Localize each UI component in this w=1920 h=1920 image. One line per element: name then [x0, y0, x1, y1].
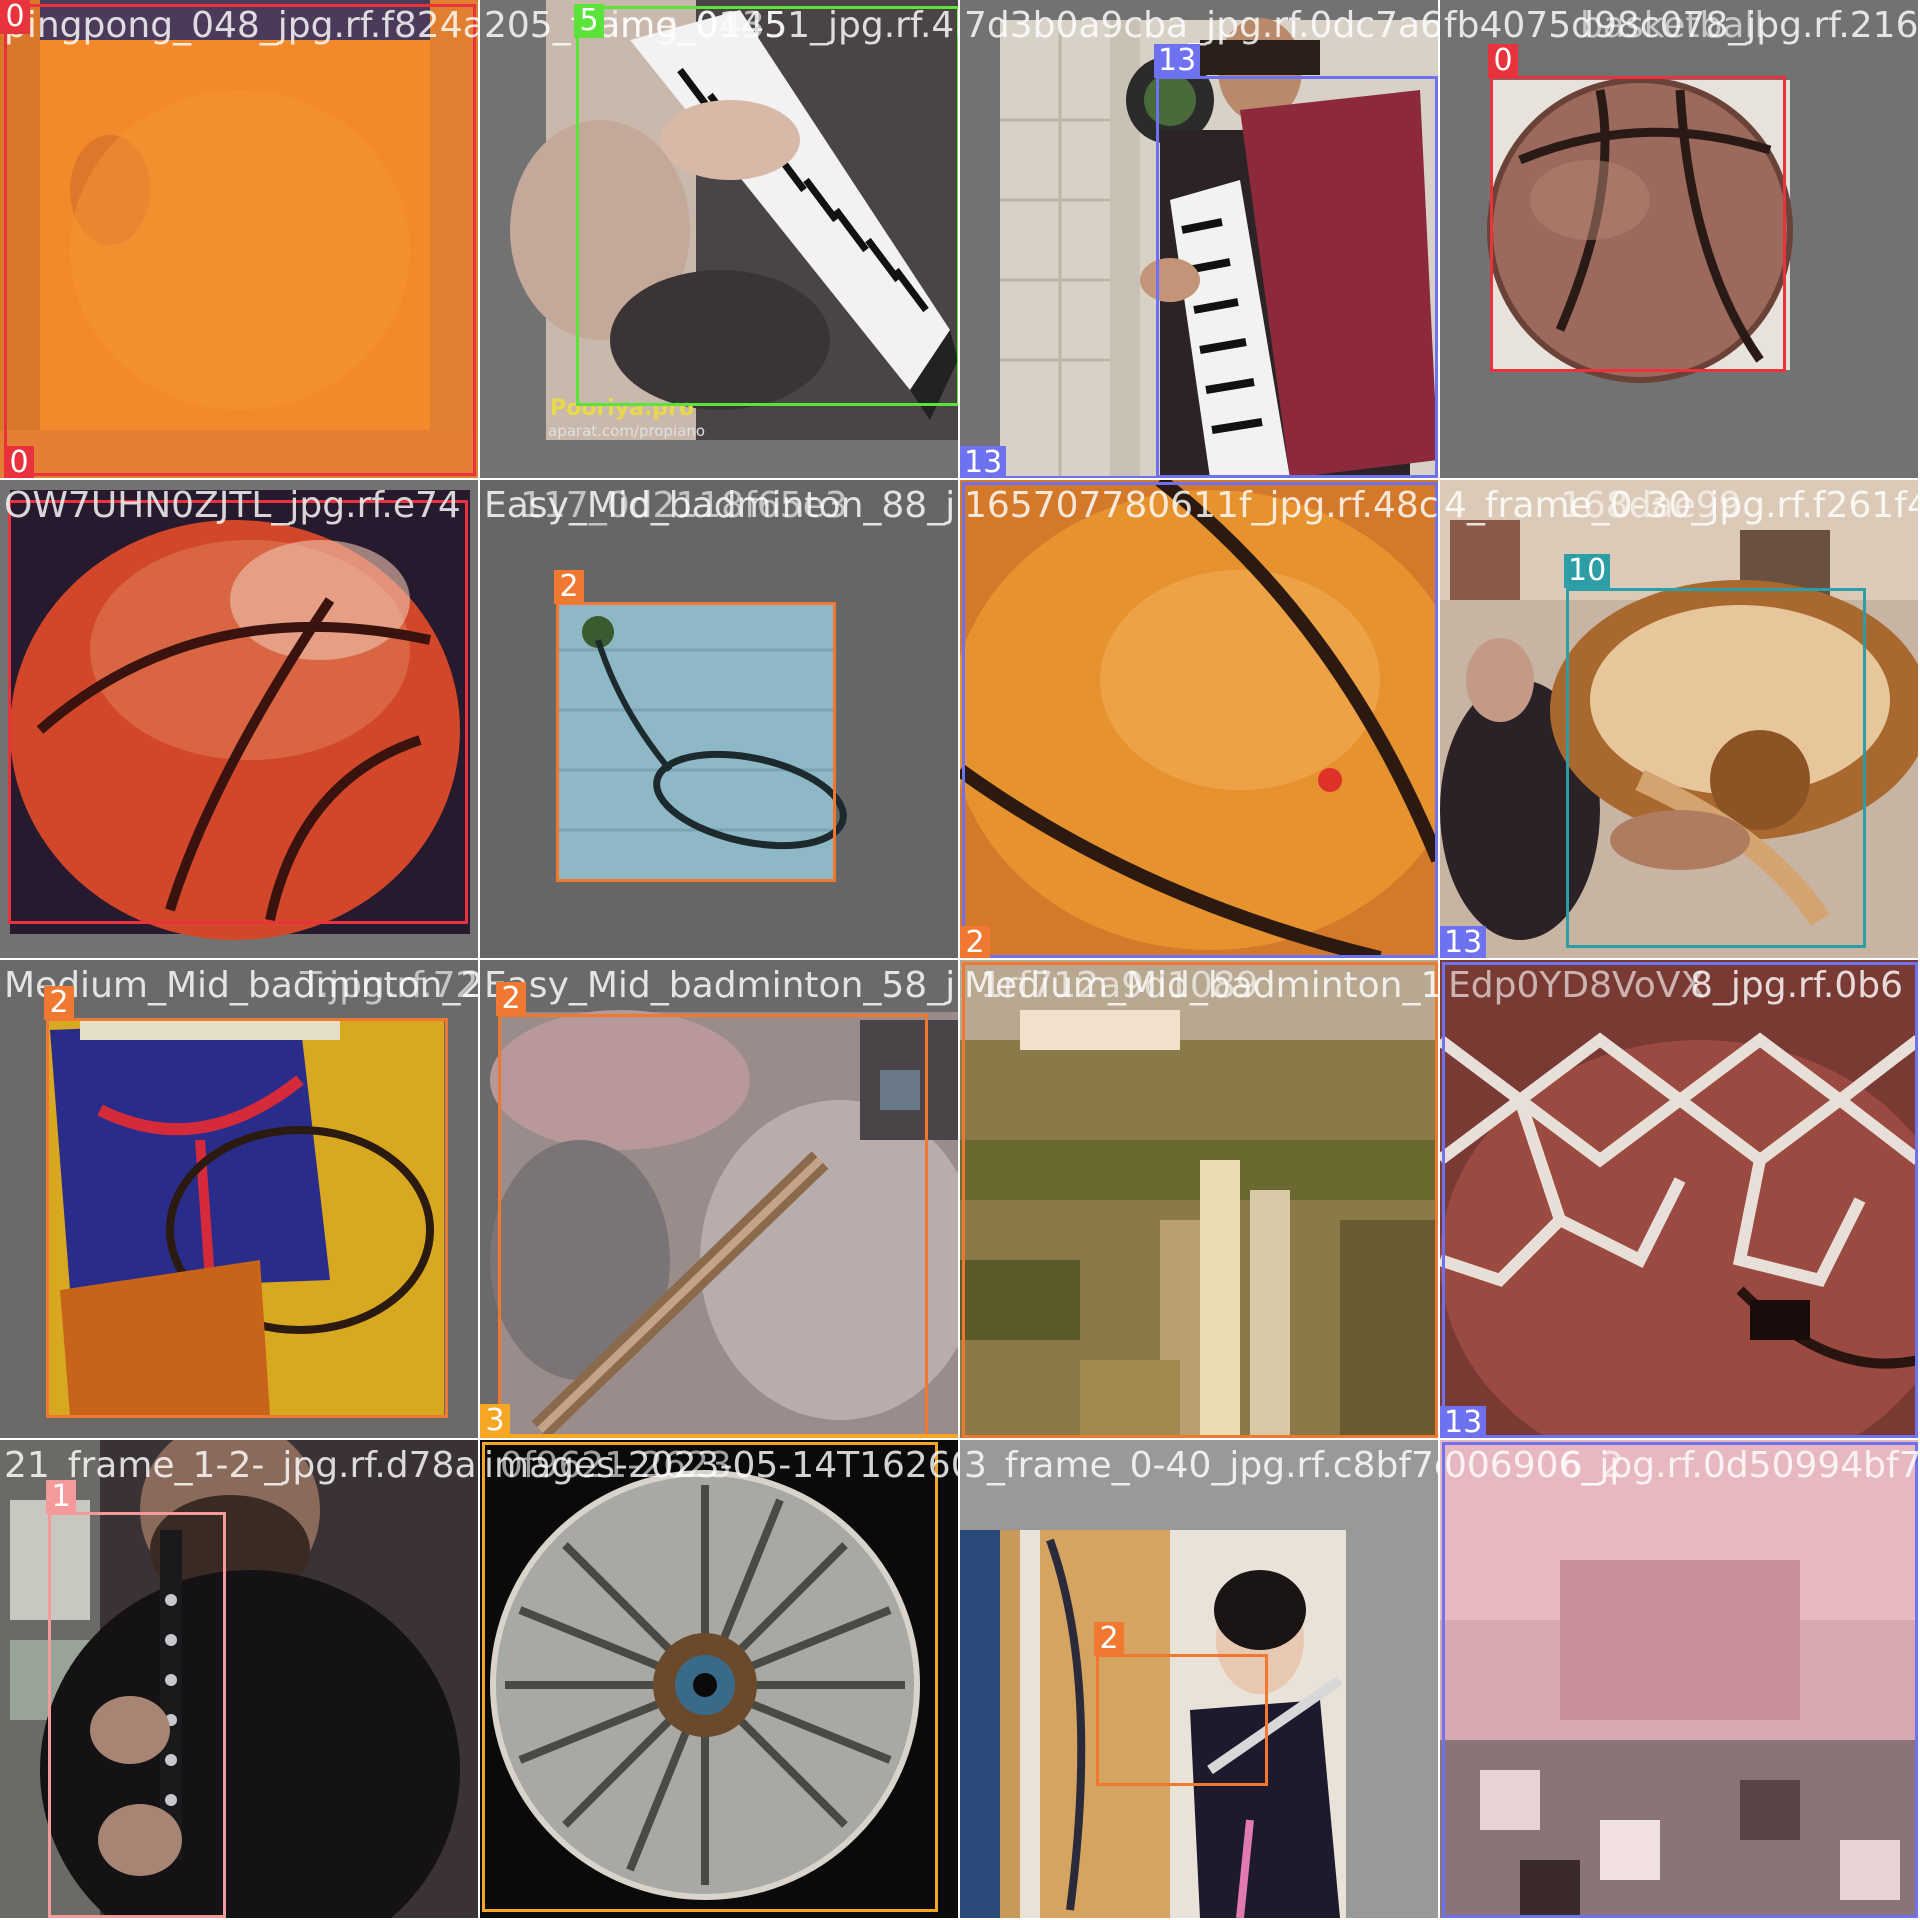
box-label: 13	[960, 446, 1007, 478]
bounding-box	[1096, 1654, 1268, 1786]
bounding-box	[46, 1018, 448, 1418]
tile-badminton-hand: 2 3 Easy_Mid_badminton_58_jpg	[480, 960, 958, 1438]
pink-pixelated-image	[1440, 1440, 1918, 1918]
tile-badminton-racket: 2 Easy_Mid_badminton_88_jpg 117_0d2118f6…	[480, 480, 958, 958]
box-label: 13	[1440, 926, 1487, 958]
drum-image	[480, 1440, 958, 1918]
box-label: 13	[1440, 1406, 1487, 1438]
badminton-noisy-image	[0, 960, 478, 1438]
tile-drum: images-2023-05-14T162600 0f9621-2623	[480, 1440, 958, 1918]
tile-badminton-noisy: 2 Medium_Mid_badminton_22 T.jpg.rf.721bc…	[0, 960, 478, 1438]
bounding-box	[1566, 588, 1866, 948]
tile-badminton-pixelated: Medium_Mid_badminton_128 1rf712a9d1089	[960, 960, 1438, 1438]
tile-flute: 2 3_frame_0-40_jpg.rf.c8bf7e5	[960, 1440, 1438, 1918]
box-label: 2	[960, 926, 990, 958]
clarinet-player-image	[0, 1440, 478, 1918]
bounding-box	[1490, 76, 1786, 372]
basketball-image	[1440, 0, 1918, 478]
watermark-name: Pooriya.pro	[550, 396, 694, 421]
bounding-box	[962, 482, 1438, 958]
box-label: 10	[1564, 554, 1611, 588]
tuba-player-image	[1440, 480, 1918, 958]
tile-piano: Pooriya.pro aparat.com/propiano 5 205_fr…	[480, 0, 958, 478]
box-label: 1	[46, 1480, 76, 1514]
tile-clarinet: 1 21_frame_1-2-_jpg.rf.d78a7	[0, 1440, 478, 1918]
watermark-site: aparat.com/propiano	[548, 422, 706, 440]
bounding-box	[480, 1434, 958, 1438]
tile-pink-pixelated: 006906_jpg.rf.0d50994bf72 6_2	[1440, 1440, 1918, 1918]
box-label: 0	[1488, 44, 1518, 78]
tile-tuba: 10 13 4_frame_0-30_jpg.rf.f261f4 168dae9…	[1440, 480, 1918, 958]
orange-ball-texture-image	[960, 480, 1438, 958]
basketball-net-image	[1440, 960, 1918, 1438]
bounding-box	[576, 6, 958, 406]
bounding-box	[4, 4, 476, 476]
box-label: 2	[554, 570, 584, 604]
badminton-hand-image	[480, 960, 958, 1438]
box-label: 2	[1094, 1622, 1124, 1656]
bounding-box	[482, 1442, 938, 1912]
bounding-box	[556, 602, 836, 882]
box-label: 2	[44, 986, 74, 1020]
bounding-box	[498, 1014, 928, 1438]
accordion-player-image	[960, 0, 1438, 478]
tile-basketball-closeup: OW7UHN0ZJTL_jpg.rf.e74	[0, 480, 478, 958]
flute-player-image	[960, 1440, 1438, 1918]
bounding-box	[1442, 962, 1918, 1438]
piano-player-image	[480, 0, 958, 478]
box-label: 2	[496, 982, 526, 1016]
tile-basketball-net: 13 8_jpg.rf.0b6 Edp0YD8VoVX	[1440, 960, 1918, 1438]
bounding-box	[1156, 76, 1438, 478]
bounding-box	[962, 962, 1438, 1438]
basketball-closeup-image	[0, 480, 478, 958]
box-label: 0	[0, 0, 30, 34]
box-label: 0	[4, 446, 34, 478]
bounding-box	[1442, 1442, 1918, 1918]
tile-accordion: 13 13 7d3b0a9cba_jpg.rf.0dc7a625	[960, 0, 1438, 478]
badminton-racket-image	[480, 480, 958, 958]
bounding-box	[8, 500, 468, 924]
box-label: 5	[574, 4, 604, 38]
pixelated-scene-image	[960, 960, 1438, 1438]
box-label: 13	[1154, 44, 1201, 78]
box-label: 3	[480, 1404, 510, 1438]
tile-pingpong: 0 0 pingpong_048_jpg.rf.f824a2	[0, 0, 478, 478]
tile-basketball: 0 fb4075d98c078_jpg.rf.216 basketball	[1440, 0, 1918, 478]
bounding-box	[960, 476, 1438, 478]
bounding-box	[48, 1512, 226, 1918]
tile-orange-texture: 2 165707780611f_jpg.rf.48c5	[960, 480, 1438, 958]
